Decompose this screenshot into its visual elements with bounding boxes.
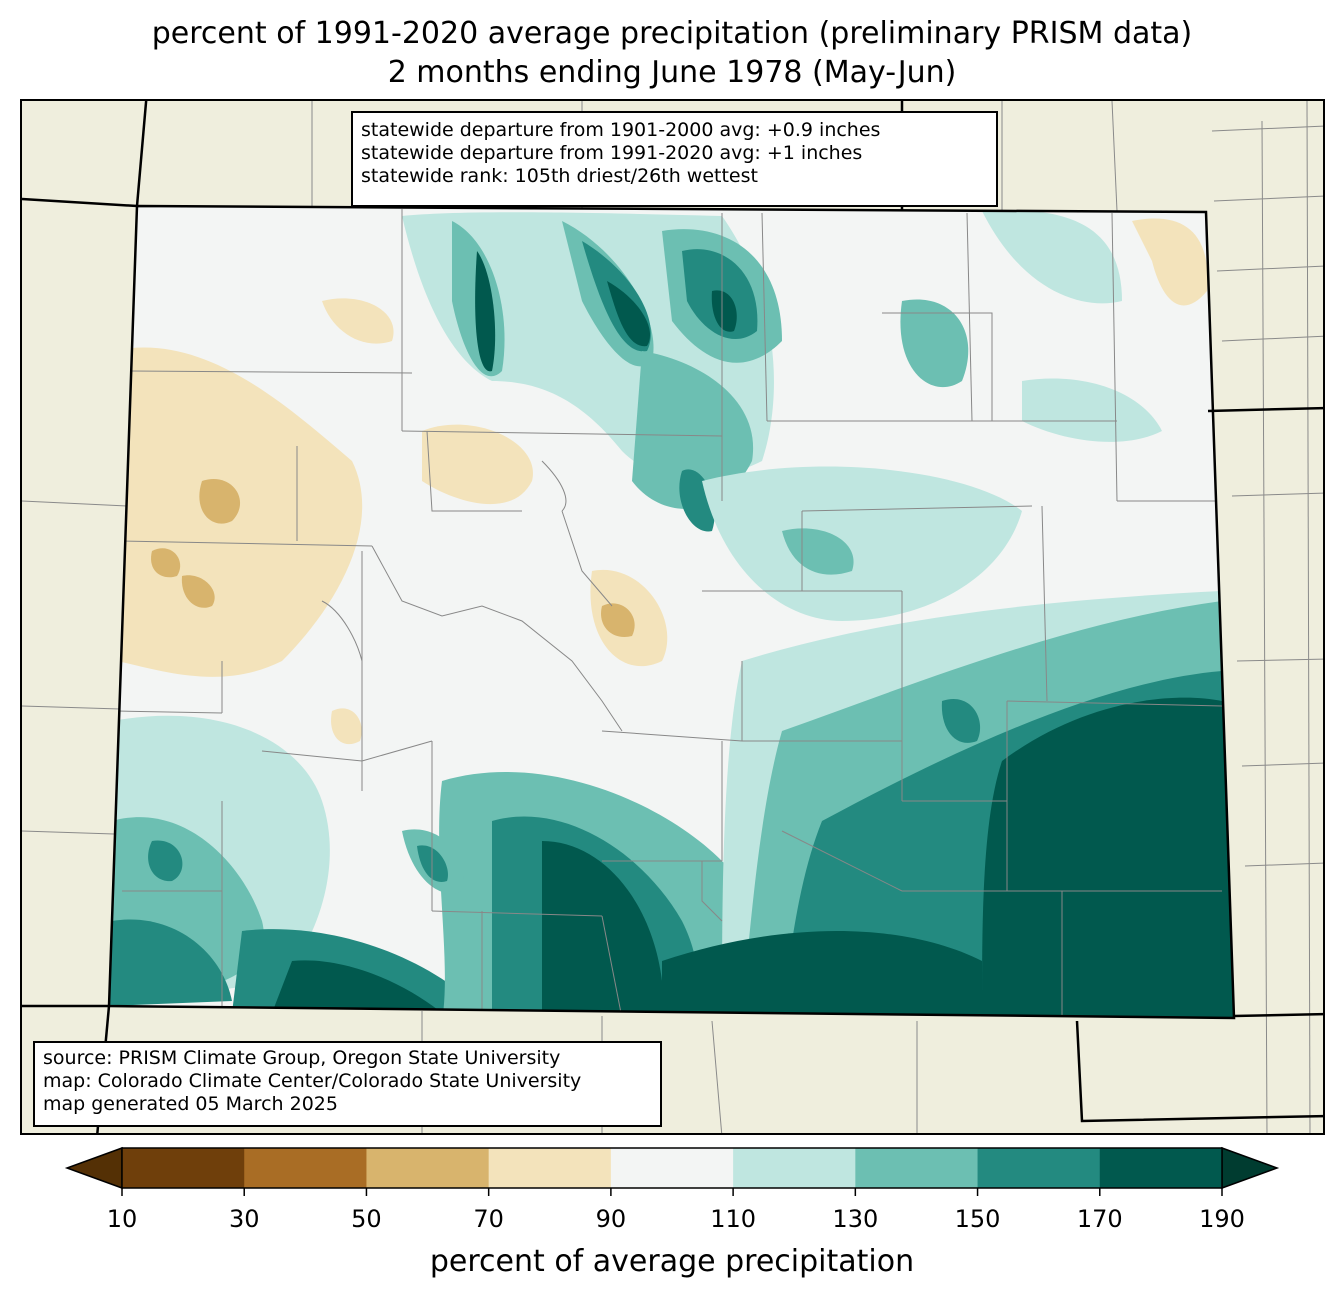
colorbar-segment (244, 1148, 367, 1188)
colorbar-ticks (121, 1188, 1223, 1196)
county-lines (116, 209, 1223, 1018)
source-line-prism: source: PRISM Climate Group, Oregon Stat… (43, 1047, 561, 1069)
precipitation-field (109, 206, 1234, 1018)
colorbar-segment (610, 1148, 734, 1188)
colorbar-tick-label: 150 (954, 1205, 1001, 1233)
map-title-line1: percent of 1991-2020 average precipitati… (151, 16, 1193, 51)
colorbar-segment (122, 1148, 245, 1188)
precipitation-map: statewide departure from 1901-2000 avg: … (20, 99, 1325, 1135)
colorbar-tick-label: 90 (595, 1205, 627, 1233)
stats-departure-1991: statewide departure from 1991-2020 avg: … (361, 142, 863, 164)
source-line-generated: map generated 05 March 2025 (43, 1093, 338, 1115)
map-title-line2: 2 months ending June 1978 (May-Jun) (387, 55, 957, 90)
colorbar-label: percent of average precipitation (429, 1244, 915, 1279)
colorbar-segment (366, 1148, 490, 1188)
map-canvas (22, 101, 1323, 1133)
colorbar-tick-label: 70 (473, 1205, 504, 1233)
colorbar-segment (1099, 1148, 1223, 1188)
source-box: source: PRISM Climate Group, Oregon Stat… (33, 1041, 662, 1127)
colorbar-tick-label: 190 (1199, 1205, 1245, 1233)
colorbar-tick-label: 110 (710, 1205, 757, 1233)
stats-departure-1901: statewide departure from 1901-2000 avg: … (361, 119, 881, 141)
colorbar-under-arrow (64, 1146, 123, 1190)
stats-rank: statewide rank: 105th driest/26th wettes… (361, 165, 758, 187)
source-line-map: map: Colorado Climate Center/Colorado St… (43, 1070, 582, 1092)
colorbar-tick-label: 10 (106, 1205, 138, 1233)
colorbar-segment (488, 1148, 612, 1188)
colorbar-segment (977, 1148, 1101, 1188)
colorbar-segment (855, 1148, 979, 1188)
colorbar-over-arrow (1221, 1146, 1280, 1190)
colorbar-segment (733, 1148, 856, 1188)
colorbar-tick-label: 50 (351, 1205, 382, 1233)
colorbar-tick-label: 170 (1076, 1205, 1123, 1233)
colorbar-tick-label: 130 (832, 1205, 879, 1233)
statewide-stats-box: statewide departure from 1901-2000 avg: … (351, 111, 998, 207)
colorbar-tick-label: 30 (228, 1205, 260, 1233)
colorbar (64, 1146, 1280, 1196)
colorbar-outline (121, 1147, 1223, 1189)
colorbar-segments (122, 1148, 1223, 1188)
